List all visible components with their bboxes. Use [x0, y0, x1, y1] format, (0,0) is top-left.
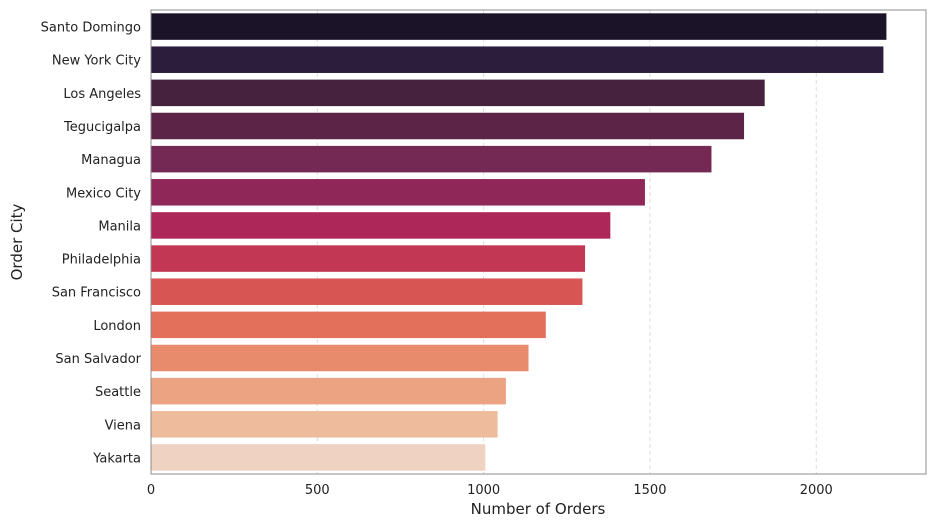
y-tick-label: Los Angeles — [63, 87, 141, 102]
plot-frame — [150, 9, 927, 475]
bar — [151, 179, 645, 206]
y-tick-label: Viena — [105, 418, 141, 433]
y-tick-label: Santo Domingo — [41, 21, 141, 36]
bar — [151, 212, 611, 239]
y-tick-label: Manila — [98, 219, 141, 234]
x-tick-label: 2000 — [800, 483, 833, 498]
x-tick-label: 0 — [147, 483, 155, 498]
bar — [151, 311, 546, 339]
y-tick-label: San Francisco — [52, 286, 141, 301]
y-tick-label: New York City — [52, 54, 141, 69]
bar — [151, 411, 498, 438]
y-tick-label: Philadelphia — [62, 253, 141, 268]
x-tick-label: 500 — [305, 483, 330, 498]
x-tick-labels: 0 500 1000 1500 2000 — [147, 483, 833, 498]
bar — [151, 245, 586, 272]
bar — [151, 46, 884, 73]
y-tick-label: Seattle — [95, 385, 141, 400]
y-tick-label: Managua — [81, 153, 141, 168]
bar — [151, 377, 506, 405]
y-tick-label: Tegucigalpa — [63, 120, 141, 135]
y-tick-label: Yakarta — [92, 451, 141, 466]
y-tick-label: Mexico City — [66, 186, 141, 201]
bars-layer — [151, 13, 887, 471]
bar — [151, 79, 765, 107]
bar — [151, 112, 745, 140]
bar — [151, 444, 486, 471]
bar — [151, 278, 583, 305]
y-tick-label: San Salvador — [55, 352, 141, 367]
bar — [151, 13, 887, 40]
x-tick-label: 1000 — [467, 483, 500, 498]
y-tick-labels: Santo Domingo New York City Los Angeles Teg… — [41, 21, 142, 467]
bar — [151, 145, 712, 173]
y-axis-label: Order City — [8, 203, 26, 280]
y-tick-label: London — [93, 319, 141, 334]
x-axis-label: Number of Orders — [471, 500, 606, 518]
bar — [151, 344, 529, 372]
x-tick-label: 1500 — [633, 483, 666, 498]
